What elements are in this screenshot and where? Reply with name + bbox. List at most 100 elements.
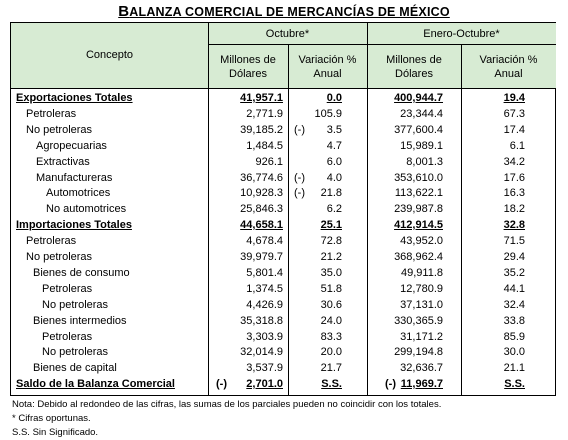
row-label: Petroleras bbox=[26, 235, 77, 248]
cell-value: 299,194.8 bbox=[394, 346, 443, 359]
cell-value: 32.8 bbox=[503, 219, 525, 232]
cell-value: 21.8 bbox=[320, 187, 342, 200]
cell-value: 17.4 bbox=[503, 123, 525, 136]
column-line bbox=[288, 44, 289, 395]
column-line bbox=[367, 23, 368, 395]
cell-value: 44,658.1 bbox=[240, 219, 283, 232]
cell-value: 6.0 bbox=[326, 155, 342, 168]
cell-value: 44.1 bbox=[503, 282, 525, 295]
cell-value: 43,952.0 bbox=[400, 235, 443, 248]
cell-value: 32,636.7 bbox=[400, 362, 443, 375]
cell-value: 67.3 bbox=[503, 107, 525, 120]
cell-value: 25.1 bbox=[320, 219, 342, 232]
row-label: Saldo de la Balanza Comercial bbox=[16, 378, 175, 391]
cell-value: 21.1 bbox=[503, 362, 525, 375]
cell-value: 37,131.0 bbox=[400, 298, 443, 311]
cell-value: 6.2 bbox=[326, 203, 342, 216]
row-label: Bienes de capital bbox=[33, 362, 117, 375]
cell-value: 2,701.0 bbox=[246, 378, 283, 391]
title: BALANZA COMERCIAL DE MERCANCÍAS DE MÉXIC… bbox=[118, 3, 450, 20]
cell-prefix: (-) bbox=[294, 123, 305, 136]
cell-value: S.S. bbox=[321, 378, 342, 391]
cell-value: 1,484.5 bbox=[246, 139, 283, 152]
cell-value: 30.6 bbox=[320, 298, 342, 311]
header-column: Variación % Anual bbox=[298, 54, 357, 80]
cell-value: 41,957.1 bbox=[240, 92, 283, 104]
row-label: Manufactureras bbox=[36, 171, 113, 184]
cell-value: 377,600.4 bbox=[394, 123, 443, 136]
cell-value: 39,185.2 bbox=[240, 123, 283, 136]
row-label: Petroleras bbox=[42, 330, 93, 343]
cell-value: 17.6 bbox=[503, 171, 525, 184]
table: Concepto Octubre* Enero-Octubre* Millones d… bbox=[10, 22, 556, 396]
column-line bbox=[208, 23, 209, 395]
cell-value: 105.9 bbox=[314, 107, 342, 120]
row-label: No petroleras bbox=[26, 251, 93, 263]
cell-value: 19.4 bbox=[503, 92, 525, 104]
header-column: Millones de Dólares bbox=[220, 54, 276, 80]
cell-value: 0.0 bbox=[326, 92, 342, 104]
cell-value: 4,678.4 bbox=[246, 235, 283, 248]
row-label: Automotrices bbox=[46, 187, 111, 200]
cell-value: 29.4 bbox=[503, 251, 525, 263]
cell-value: 926.1 bbox=[255, 155, 283, 168]
cell-value: 39,979.7 bbox=[240, 251, 283, 263]
cell-value: 33.8 bbox=[503, 314, 525, 327]
cell-value: 113,622.1 bbox=[394, 187, 443, 200]
cell-value: 34.2 bbox=[503, 155, 525, 168]
row-label: Agropecuarias bbox=[36, 139, 107, 152]
cell-value: 32,014.9 bbox=[240, 346, 283, 359]
cell-value: 15,989.1 bbox=[400, 139, 443, 152]
header-concept: Concepto bbox=[85, 49, 134, 61]
row-label: Petroleras bbox=[42, 282, 93, 295]
header-period: Octubre* bbox=[265, 28, 310, 40]
header-bg bbox=[11, 23, 556, 89]
cell-value: 239,987.8 bbox=[394, 203, 443, 216]
row-label: Exportaciones Totales bbox=[16, 92, 133, 104]
cell-prefix: (-) bbox=[294, 187, 305, 200]
row-label: Extractivas bbox=[36, 155, 90, 168]
cell-value: 12,780.9 bbox=[400, 282, 443, 295]
cell-value: 49,911.8 bbox=[400, 266, 443, 279]
row-label: Petroleras bbox=[26, 107, 77, 120]
cell-value: 4.0 bbox=[326, 171, 342, 184]
cell-value: 24.0 bbox=[320, 314, 342, 327]
row-label: Importaciones Totales bbox=[16, 219, 132, 232]
cell-value: 3,537.9 bbox=[246, 362, 283, 375]
cell-value: 8,001.3 bbox=[406, 155, 443, 168]
column-line bbox=[461, 44, 462, 395]
cell-value: 10,928.3 bbox=[240, 187, 283, 200]
cell-value: 11,969.7 bbox=[400, 378, 443, 391]
cell-value: 35,318.8 bbox=[240, 314, 283, 327]
cell-value: 18.2 bbox=[503, 203, 525, 216]
cell-value: 21.2 bbox=[320, 251, 342, 263]
cell-value: 4,426.9 bbox=[246, 298, 283, 311]
cell-value: S.S. bbox=[504, 378, 525, 391]
cell-value: 16.3 bbox=[503, 187, 525, 200]
cell-value: 353,610.0 bbox=[394, 171, 443, 184]
cell-value: 25,846.3 bbox=[240, 203, 283, 216]
cell-value: 6.1 bbox=[509, 139, 525, 152]
row-label: Bienes intermedios bbox=[33, 314, 127, 327]
cell-value: 35.0 bbox=[320, 266, 342, 279]
header-column: Variación % Anual bbox=[479, 54, 538, 80]
row-label: No petroleras bbox=[42, 298, 109, 311]
cell-value: 21.7 bbox=[320, 362, 342, 375]
note: S.S. Sin Significado. bbox=[12, 427, 99, 438]
cell-prefix: (-) bbox=[294, 171, 305, 184]
cell-value: 20.0 bbox=[320, 346, 342, 359]
row-label: No petroleras bbox=[26, 123, 93, 136]
note: Nota: Debido al redondeo de las cifras, … bbox=[12, 399, 442, 410]
cell-value: 400,944.7 bbox=[394, 92, 443, 104]
header-line bbox=[11, 88, 556, 89]
cell-value: 4.7 bbox=[326, 139, 342, 152]
cell-value: 330,365.9 bbox=[394, 314, 443, 327]
cell-value: 35.2 bbox=[503, 266, 525, 279]
row-label: No petroleras bbox=[42, 346, 109, 359]
cell-value: 3.5 bbox=[326, 123, 342, 136]
cell-value: 83.3 bbox=[320, 330, 342, 343]
cell-value: 72.8 bbox=[320, 235, 342, 248]
header-column: Millones de Dólares bbox=[386, 54, 442, 80]
cell-value: 51.8 bbox=[320, 282, 342, 295]
